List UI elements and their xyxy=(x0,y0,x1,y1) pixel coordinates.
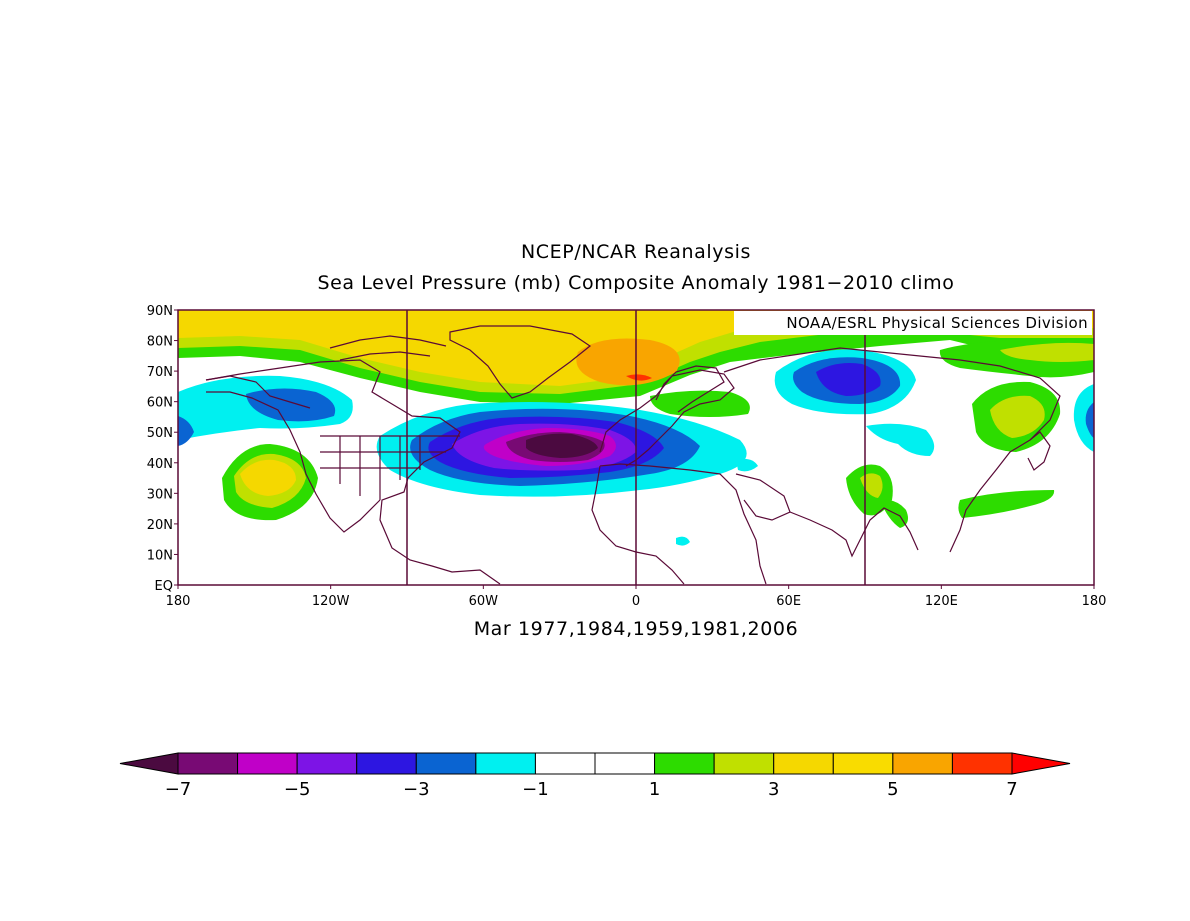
north-pacific-lime xyxy=(1000,342,1094,362)
tibet-green-patch xyxy=(880,499,908,528)
meridian-lines xyxy=(406,310,866,585)
east-asia-high-lime xyxy=(990,395,1045,438)
canadian-archipelago xyxy=(329,335,447,361)
colorbar-swatch xyxy=(892,752,953,775)
alaska-low-blue xyxy=(246,388,336,422)
scandinavia-coast xyxy=(655,365,725,413)
colorbar-label: −1 xyxy=(522,779,549,800)
lat-label-20n: 20N xyxy=(147,518,173,533)
mideast-cyan-patch xyxy=(736,458,758,472)
latitude-labels: 90N 80N 70N 60N 50N 40N 30N 20N 10N EQ xyxy=(147,304,173,594)
colorbar-swatch xyxy=(534,752,596,775)
lat-label-80n: 80N xyxy=(147,335,173,350)
colorbar-swatch xyxy=(594,752,656,775)
alaska-coast xyxy=(205,375,311,409)
lon-label-180: 180 xyxy=(1082,594,1107,609)
colorbar-swatch xyxy=(773,752,834,775)
colorbar-swatch xyxy=(237,752,298,775)
colorbar-swatch xyxy=(356,752,417,775)
lat-label-60n: 60N xyxy=(147,396,173,411)
colorbar-max-arrow xyxy=(1011,752,1071,775)
pacific-high-yellow xyxy=(240,459,296,496)
pacific-low-blue xyxy=(1085,402,1094,438)
colorbar-label: −7 xyxy=(165,779,192,800)
lon-label-120w: 120W xyxy=(312,594,350,609)
lon-label-60e: 60E xyxy=(776,594,801,609)
north-america-coast xyxy=(205,359,501,585)
africa-coast xyxy=(591,463,767,585)
chart-title: NCEP/NCAR Reanalysis xyxy=(520,241,752,263)
siberia-cyan-tail xyxy=(866,423,935,456)
lon-label-180: 180 xyxy=(166,594,191,609)
lat-label-30n: 30N xyxy=(147,487,173,502)
lat-label-10n: 10N xyxy=(147,548,173,563)
credit-label: NOAA/ESRL Physical Sciences Division xyxy=(786,314,1088,332)
alaska-low-west-blue xyxy=(178,416,194,446)
longitude-ticks xyxy=(177,585,1095,589)
longitude-labels: 180 120W 60W 0 60E 120E 180 xyxy=(166,594,1107,609)
lat-label-70n: 70N xyxy=(147,365,173,380)
colorbar-label: −5 xyxy=(284,779,311,800)
colorbar-label: 3 xyxy=(768,779,779,800)
lat-label-50n: 50N xyxy=(147,426,173,441)
colorbar: −7 −5 −3 −1 1 3 5 7 xyxy=(119,752,1071,800)
west-pacific-green-band xyxy=(958,490,1055,518)
africa-cyan-patch xyxy=(676,536,690,546)
coastlines xyxy=(205,325,1061,585)
atlantic-low-core xyxy=(526,433,598,458)
us-state-grid xyxy=(320,435,460,500)
arctic-high-red xyxy=(626,374,652,381)
colorbar-label: 5 xyxy=(887,779,898,800)
colorbar-swatch xyxy=(415,752,477,775)
credit-box xyxy=(734,311,1092,335)
lon-label-60w: 60W xyxy=(469,594,499,609)
colorbar-swatch xyxy=(177,752,239,775)
lon-label-0: 0 xyxy=(632,594,640,609)
japan-coast xyxy=(1027,431,1051,471)
colorbar-swatch xyxy=(951,752,1013,775)
arctic-high-orange xyxy=(576,338,680,386)
colorbar-label: 1 xyxy=(649,779,660,800)
chart-subtitle: Sea Level Pressure (mb) Composite Anomal… xyxy=(317,272,955,294)
pacific-low-cyan xyxy=(1073,384,1094,452)
lon-label-120e: 120E xyxy=(925,594,958,609)
colorbar-label: −3 xyxy=(403,779,430,800)
colorbar-min-arrow xyxy=(119,752,179,775)
lat-label-90n: 90N xyxy=(147,304,173,319)
greenland-coast xyxy=(449,325,592,399)
lat-label-eq: EQ xyxy=(155,579,173,594)
lat-label-40n: 40N xyxy=(147,457,173,472)
latitude-ticks xyxy=(174,309,178,586)
colorbar-swatch xyxy=(713,752,775,775)
colorbar-swatch xyxy=(832,752,894,775)
map-caption: Mar 1977,1984,1959,1981,2006 xyxy=(473,618,799,640)
colorbar-swatch xyxy=(296,752,358,775)
colorbar-swatch xyxy=(475,752,536,775)
europe-coast xyxy=(599,369,735,467)
colorbar-swatch xyxy=(654,752,715,775)
colorbar-label: 7 xyxy=(1006,779,1017,800)
asia-coast xyxy=(723,347,1061,558)
